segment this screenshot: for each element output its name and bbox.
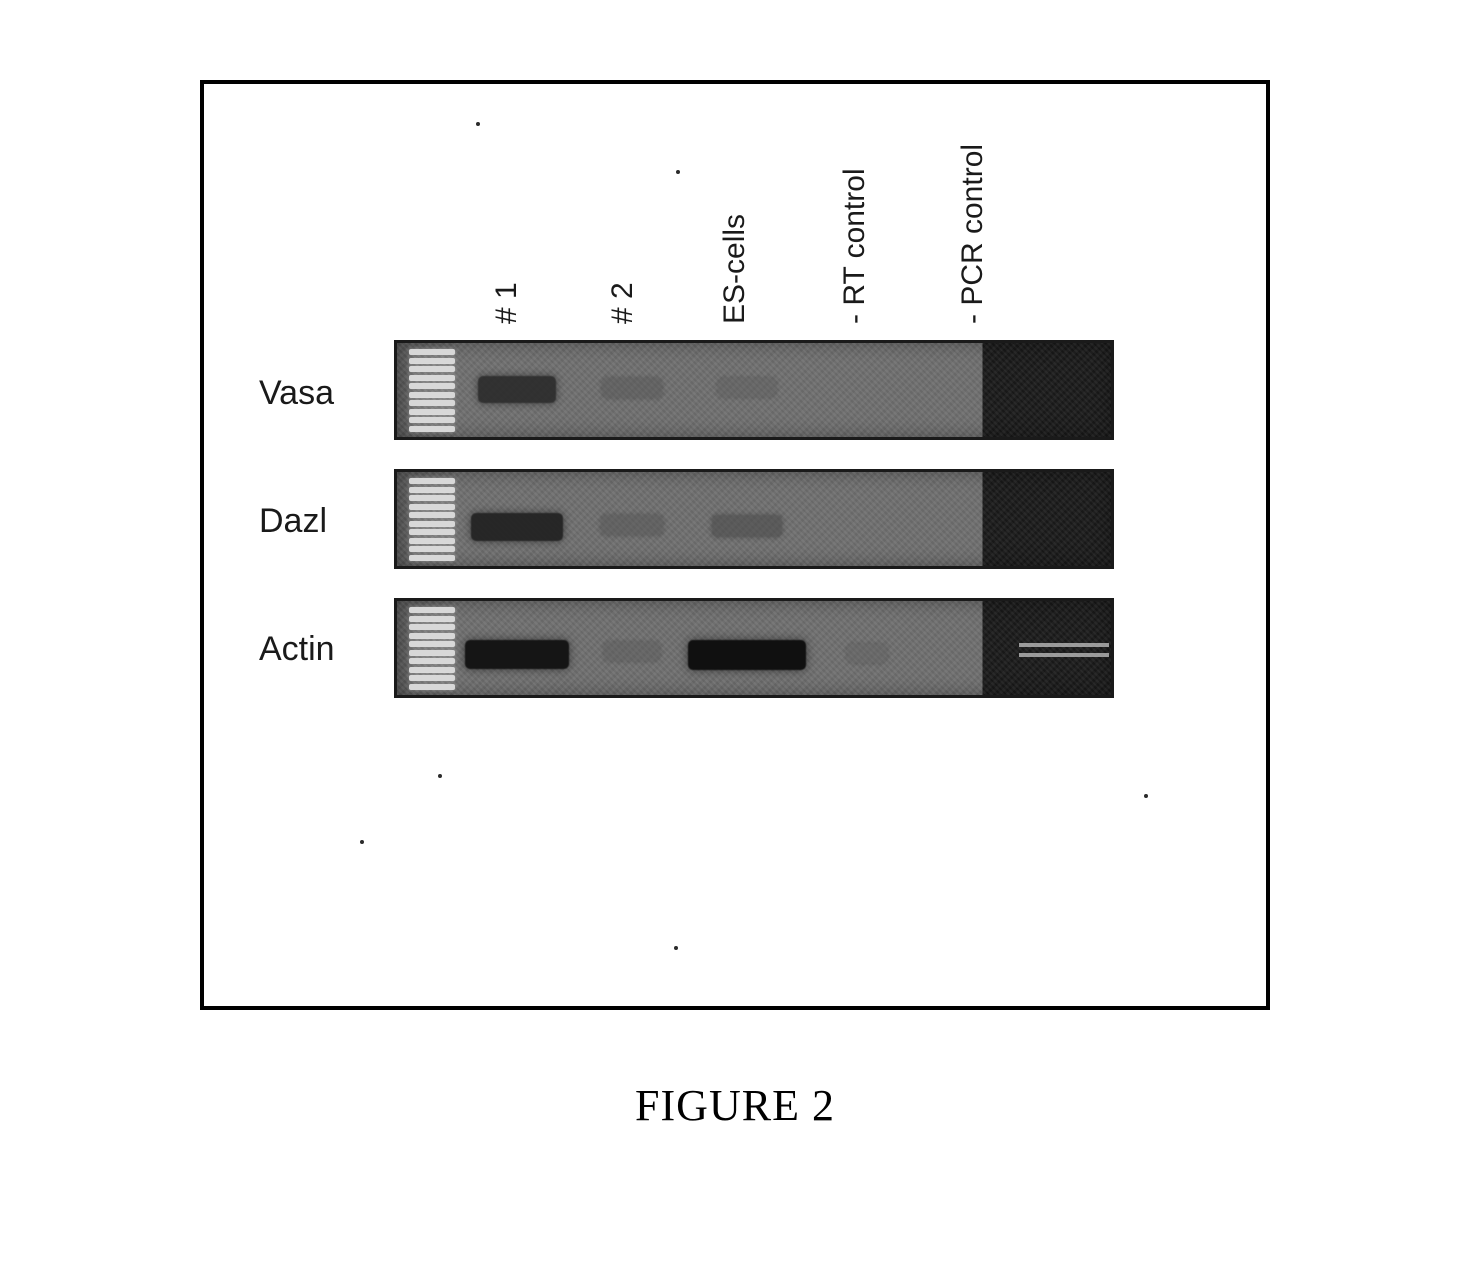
ladder-rung [409,383,455,389]
gel-band [602,378,662,398]
ladder-rung [409,521,455,527]
col-label-pcr: - PCR control [956,144,990,324]
ladder-rung [409,504,455,510]
col-label-1: # 1 [490,282,524,324]
col-label-rt: - RT control [838,168,872,324]
scan-speck [1144,794,1148,798]
ladder-actin [405,607,459,695]
ladder-dazl [405,478,459,566]
gel-band [718,378,776,397]
ladder-rung [409,616,455,622]
figure-frame: # 1 # 2 ES-cells - RT control - PCR cont… [200,80,1270,1010]
col-label-es: ES-cells [718,214,752,324]
row-label-vasa: Vasa [259,374,334,413]
gel-band [688,640,806,670]
ladder-rung [409,478,455,484]
ladder-rung [409,675,455,681]
scan-speck [676,170,680,174]
ladder-rung [409,495,455,501]
gel-actin [394,598,1114,698]
ladder-rung [409,512,455,518]
ladder-rung [409,658,455,664]
ladder-vasa [405,349,459,437]
scan-speck [360,840,364,844]
gel-band [471,513,563,541]
ladder-rung [409,538,455,544]
ladder-rung [409,417,455,423]
gel-band [712,515,782,537]
ladder-rung [409,426,455,432]
ladder-rung [409,684,455,690]
ladder-rung [409,400,455,406]
gel-band [601,515,663,535]
ladder-rung [409,375,455,381]
gel-marker-line [1019,653,1109,657]
gel-dazl [394,469,1114,569]
ladder-rung [409,409,455,415]
ladder-rung [409,546,455,552]
gel-band [847,644,887,663]
ladder-rung [409,366,455,372]
ladder-rung [409,487,455,493]
scan-speck [674,946,678,950]
ladder-rung [409,624,455,630]
ladder-rung [409,607,455,613]
col-label-2: # 2 [606,282,640,324]
figure-area: # 1 # 2 ES-cells - RT control - PCR cont… [204,84,1266,1006]
row-label-actin: Actin [259,630,335,669]
scan-speck [438,774,442,778]
gel-marker-line [1019,643,1109,647]
scan-speck [476,122,480,126]
gel-band [465,640,569,669]
gel-band [478,376,556,403]
ladder-rung [409,392,455,398]
ladder-rung [409,641,455,647]
ladder-rung [409,650,455,656]
row-label-dazl: Dazl [259,502,327,541]
ladder-rung [409,633,455,639]
gel-band [604,642,660,661]
gel-vasa [394,340,1114,440]
ladder-rung [409,349,455,355]
ladder-rung [409,555,455,561]
figure-caption: FIGURE 2 [0,1080,1470,1131]
ladder-rung [409,529,455,535]
ladder-rung [409,667,455,673]
ladder-rung [409,358,455,364]
